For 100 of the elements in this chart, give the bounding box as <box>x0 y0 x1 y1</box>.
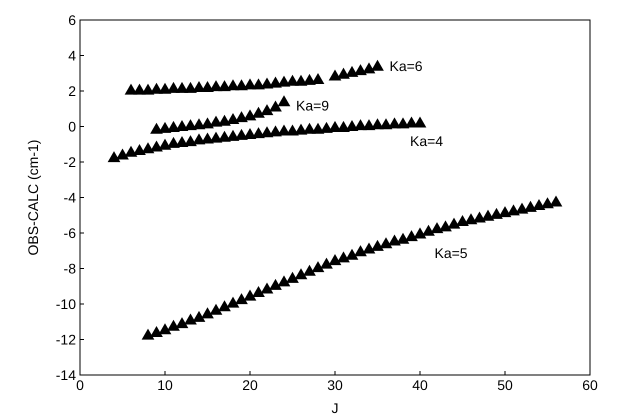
point <box>320 258 333 269</box>
point <box>312 261 324 272</box>
point <box>260 104 274 116</box>
point <box>507 204 520 216</box>
point <box>269 278 282 290</box>
point <box>294 268 308 280</box>
x-tick-label: 60 <box>582 377 598 393</box>
y-tick-label: -2 <box>64 154 76 170</box>
point <box>235 111 248 122</box>
point <box>252 78 265 90</box>
y-tick-label: -6 <box>64 225 76 241</box>
point <box>439 220 452 232</box>
series-label: Ka=6 <box>390 58 423 74</box>
point <box>346 248 358 260</box>
point <box>142 328 154 340</box>
y-tick-label: -14 <box>56 367 76 383</box>
y-tick-label: -10 <box>56 296 76 312</box>
point <box>354 245 367 256</box>
point <box>380 237 392 248</box>
point <box>150 140 163 152</box>
point <box>184 82 197 93</box>
x-tick-label: 30 <box>327 377 343 393</box>
point <box>371 60 384 71</box>
point <box>192 310 206 322</box>
point <box>158 138 172 150</box>
point <box>167 320 180 331</box>
point <box>346 66 358 77</box>
point <box>201 307 214 318</box>
point <box>158 323 172 334</box>
point <box>456 215 469 226</box>
point <box>524 200 537 212</box>
point <box>108 151 120 162</box>
point <box>473 211 486 222</box>
x-tick-label: 20 <box>242 377 258 393</box>
point <box>448 218 460 229</box>
point <box>550 195 562 206</box>
y-tick-label: 4 <box>68 48 76 64</box>
point <box>176 317 188 328</box>
point <box>430 222 444 234</box>
point <box>218 80 231 92</box>
point <box>362 62 376 74</box>
point <box>260 282 274 294</box>
point <box>124 146 138 157</box>
point <box>354 64 367 76</box>
point <box>498 206 512 218</box>
y-tick-label: -8 <box>64 260 76 276</box>
point <box>210 116 222 127</box>
point <box>294 74 308 86</box>
point <box>167 136 180 148</box>
y-tick-label: -4 <box>64 190 76 206</box>
point <box>337 68 350 79</box>
point <box>278 275 290 286</box>
series-label: Ka=4 <box>410 132 444 149</box>
point <box>490 208 503 219</box>
point <box>396 117 410 128</box>
y-tick-label: -12 <box>56 332 76 348</box>
point <box>244 290 256 301</box>
point <box>252 106 265 118</box>
point <box>414 227 426 238</box>
x-tick-label: 50 <box>497 377 513 393</box>
point <box>133 144 146 156</box>
point <box>252 286 265 298</box>
point <box>396 232 410 244</box>
point <box>541 197 554 208</box>
point <box>388 234 401 246</box>
point <box>158 82 172 94</box>
x-tick-label: 10 <box>157 377 173 393</box>
point <box>218 300 231 312</box>
point <box>516 202 528 214</box>
x-axis-title: J <box>332 400 338 416</box>
point <box>226 296 240 308</box>
point <box>371 240 384 251</box>
point <box>303 264 316 276</box>
point <box>422 224 435 236</box>
point <box>482 210 494 221</box>
point <box>244 109 256 120</box>
point <box>184 314 197 325</box>
y-tick-label: 6 <box>68 12 76 28</box>
point <box>226 112 240 124</box>
series-label: Ka=5 <box>434 245 468 262</box>
point <box>235 293 248 304</box>
point <box>286 272 299 283</box>
point <box>362 242 376 254</box>
point <box>328 254 342 266</box>
point <box>150 326 163 337</box>
y-tick-label: 0 <box>68 118 76 134</box>
point <box>192 133 206 144</box>
point <box>116 148 129 160</box>
point <box>278 95 290 106</box>
point <box>532 199 546 210</box>
point <box>269 100 282 112</box>
point <box>380 118 392 130</box>
point <box>337 251 350 262</box>
point <box>328 69 342 80</box>
point <box>210 304 222 315</box>
point <box>405 230 418 242</box>
series-label: Ka=9 <box>296 98 330 114</box>
y-tick-label: 2 <box>68 83 76 99</box>
x-tick-label: 40 <box>412 377 428 393</box>
y-axis-title: OBS-CALC (cm-1) <box>25 140 41 256</box>
